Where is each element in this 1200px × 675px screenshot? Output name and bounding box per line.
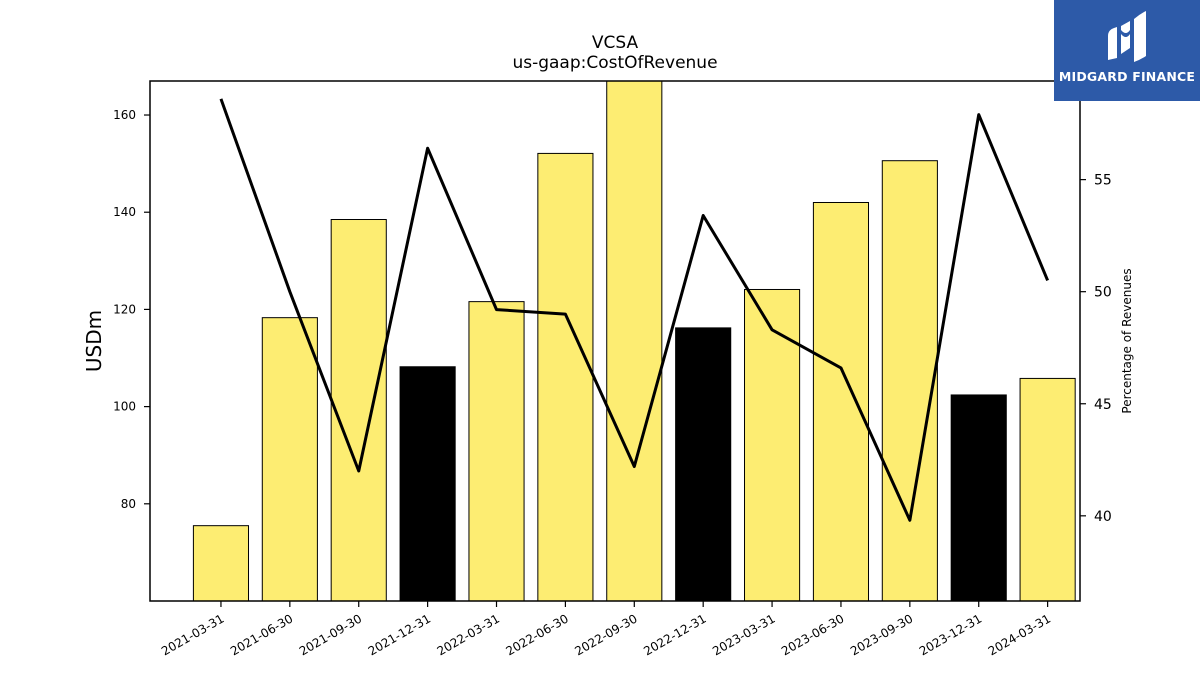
bar-2023-06-30	[812, 201, 870, 602]
y-tick-label-left: 140	[113, 205, 136, 219]
x-tick-label: 2021-09-30	[297, 611, 364, 658]
plot-frame	[149, 80, 1081, 602]
x-axis: 2021-03-31 2021-06-30 2021-09-30 2021-12-31…	[159, 601, 1053, 658]
y-tick-label-left: 80	[121, 497, 136, 511]
chart-subtitle: us-gaap:CostOfRevenue	[512, 53, 717, 73]
y-axis-left: 80 100 120 140 160	[113, 108, 150, 511]
y-axis-right: 40 45 50 55	[1080, 173, 1112, 525]
y-tick-label-right: 55	[1094, 173, 1112, 189]
x-tick-label: 2021-06-30	[228, 611, 295, 658]
chart-title: VCSA	[592, 33, 639, 53]
bar-2021-12-31	[399, 366, 456, 602]
x-tick-label: 2022-06-30	[503, 611, 570, 658]
x-tick-label: 2022-03-31	[435, 611, 502, 658]
bar-2023-03-31	[744, 288, 801, 602]
percent-of-revenue-line	[219, 98, 1050, 522]
bar-2024-03-31	[1019, 377, 1076, 602]
y-tick-label-left: 160	[113, 108, 136, 122]
y-tick-label-left: 100	[113, 400, 136, 414]
midgard-m-logo-icon	[1108, 11, 1146, 62]
x-tick-label: 2023-06-30	[779, 611, 846, 658]
bar-2021-06-30	[261, 317, 318, 602]
x-tick-label: 2023-12-31	[917, 611, 984, 658]
y-tick-label-left: 120	[113, 302, 136, 316]
y-tick-label-right: 40	[1094, 509, 1112, 525]
bar-2022-09-30	[606, 80, 663, 602]
bar-2023-09-30	[881, 160, 938, 602]
x-tick-label: 2022-12-31	[641, 611, 708, 658]
bar-series	[192, 80, 1076, 602]
y-axis-label-left: USDm	[82, 310, 106, 372]
bar-2023-12-31	[950, 394, 1007, 602]
x-tick-label: 2021-03-31	[159, 611, 226, 658]
x-tick-label: 2024-03-31	[986, 611, 1053, 658]
bar-2021-03-31	[192, 525, 250, 602]
x-tick-label: 2023-09-30	[848, 611, 915, 658]
bar-2022-06-30	[537, 152, 594, 602]
y-axis-label-right: Percentage of Revenues	[1120, 268, 1134, 413]
bar-2021-09-30	[330, 219, 387, 602]
bar-2022-12-31	[675, 327, 732, 602]
y-tick-label-right: 45	[1094, 397, 1112, 413]
x-tick-label: 2021-12-31	[366, 611, 433, 658]
bar-2022-03-31	[468, 301, 525, 602]
y-tick-label-right: 50	[1094, 285, 1112, 301]
x-tick-label: 2022-09-30	[572, 611, 639, 658]
midgard-finance-logo: MIDGARD FINANCE	[1054, 0, 1200, 101]
logo-text: MIDGARD FINANCE	[1058, 69, 1196, 84]
x-tick-label: 2023-03-31	[710, 611, 777, 658]
